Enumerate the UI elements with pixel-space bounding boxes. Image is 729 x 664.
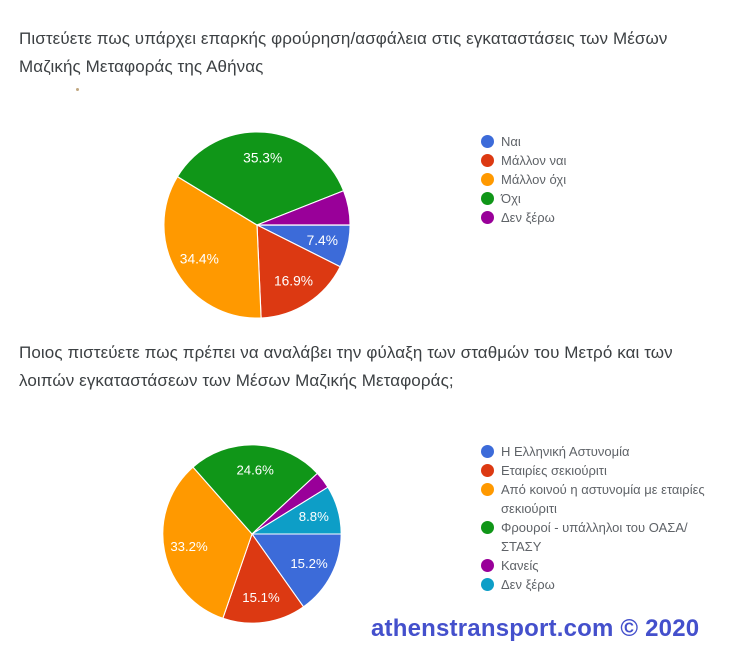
legend-item: Μάλλον ναι	[481, 151, 721, 170]
legend-label: Μάλλον ναι	[501, 153, 567, 168]
chart-2-title-line-1: Ποιος πιστεύετε πως πρέπει να αναλάβει τ…	[19, 343, 673, 362]
pie-slice-label: 24.6%	[236, 462, 274, 477]
legend-label: Κανείς	[501, 558, 539, 573]
chart-1-title-line-2: Μαζικής Μεταφοράς της Αθήνας	[19, 57, 264, 76]
legend-label: Η Ελληνική Αστυνομία	[501, 444, 630, 459]
legend-item: Μάλλον όχι	[481, 170, 721, 189]
legend-swatch-icon	[481, 154, 494, 167]
legend-who-should-guard: Η Ελληνική Αστυνομία Εταιρίες σεκιούριτι Α…	[481, 442, 721, 594]
legend-item: Δεν ξέρω	[481, 575, 721, 594]
legend-item: Από κοινού η αστυνομία με εταιρίες σεκιο…	[481, 480, 721, 518]
pie-slice-label: 16.9%	[274, 274, 313, 289]
pie-chart-security-adequacy: 7.4% 16.9% 34.4% 35.3%	[163, 131, 351, 319]
pie-slice-6[interactable]	[251, 486, 342, 535]
chart-1-title-line-1: Πιστεύετε πως υπάρχει επαρκής φρούρηση/α…	[19, 29, 668, 48]
legend-swatch-icon	[481, 135, 494, 148]
legend-item: Δεν ξέρω	[481, 208, 721, 227]
pie-slice-3[interactable]	[163, 176, 262, 319]
legend-swatch-icon	[481, 578, 494, 591]
legend-label: Από κοινού η αστυνομία με εταιρίες σεκιο…	[501, 482, 705, 516]
legend-swatch-icon	[481, 192, 494, 205]
chart-1-title: Πιστεύετε πως υπάρχει επαρκής φρούρηση/α…	[19, 25, 684, 81]
site-credit-link[interactable]: athenstransport.com © 2020	[371, 615, 700, 642]
legend-swatch-icon	[481, 559, 494, 572]
legend-label: Δεν ξέρω	[501, 577, 555, 592]
stray-pixel-artifact	[76, 88, 79, 91]
legend-swatch-icon	[481, 521, 494, 534]
pie-slice-2[interactable]	[222, 533, 305, 624]
legend-item: Κανείς	[481, 556, 721, 575]
pie-slice-label: 34.4%	[180, 252, 219, 267]
chart-2-title: Ποιος πιστεύετε πως πρέπει να αναλάβει τ…	[19, 339, 684, 395]
legend-label: Όχι	[501, 191, 521, 206]
legend-security-adequacy: Ναι Μάλλον ναι Μάλλον όχι Όχι Δεν ξέρω	[481, 132, 721, 227]
pie-chart-who-should-guard: 15.2% 15.1% 33.2% 24.6% 8.8%	[162, 444, 342, 624]
legend-label: Φρουροί - υπάλληλοι του ΟΑΣΑ/ΣΤΑΣΥ	[501, 520, 688, 554]
pie-slice-4[interactable]	[192, 444, 318, 535]
legend-label: Εταιρίες σεκιούριτι	[501, 463, 607, 478]
legend-item: Όχι	[481, 189, 721, 208]
chart-2-title-line-2: λοιπών εγκαταστάσεων των Μέσων Μαζικής Μ…	[19, 371, 454, 390]
pie-slice-label: 7.4%	[307, 233, 338, 248]
legend-swatch-icon	[481, 445, 494, 458]
legend-swatch-icon	[481, 211, 494, 224]
legend-item: Εταιρίες σεκιούριτι	[481, 461, 721, 480]
pie-slice-4[interactable]	[176, 131, 345, 226]
pie-slice-label: 35.3%	[243, 151, 282, 166]
legend-label: Δεν ξέρω	[501, 210, 555, 225]
legend-swatch-icon	[481, 464, 494, 477]
pie-slice-5[interactable]	[256, 190, 351, 226]
pie-slice-label: 33.2%	[170, 539, 208, 554]
legend-swatch-icon	[481, 483, 494, 496]
legend-item: Η Ελληνική Αστυνομία	[481, 442, 721, 461]
legend-item: Ναι	[481, 132, 721, 151]
legend-item: Φρουροί - υπάλληλοι του ΟΑΣΑ/ΣΤΑΣΥ	[481, 518, 721, 556]
pie-slice-2[interactable]	[256, 224, 341, 319]
pie-slice-3[interactable]	[162, 466, 253, 619]
legend-label: Μάλλον όχι	[501, 172, 567, 187]
pie-slice-label: 15.2%	[290, 556, 328, 571]
legend-label: Ναι	[501, 134, 521, 149]
legend-swatch-icon	[481, 173, 494, 186]
pie-slice-label: 15.1%	[242, 590, 280, 605]
pie-slice-label: 8.8%	[299, 509, 329, 524]
pie-slice-1[interactable]	[251, 533, 342, 608]
